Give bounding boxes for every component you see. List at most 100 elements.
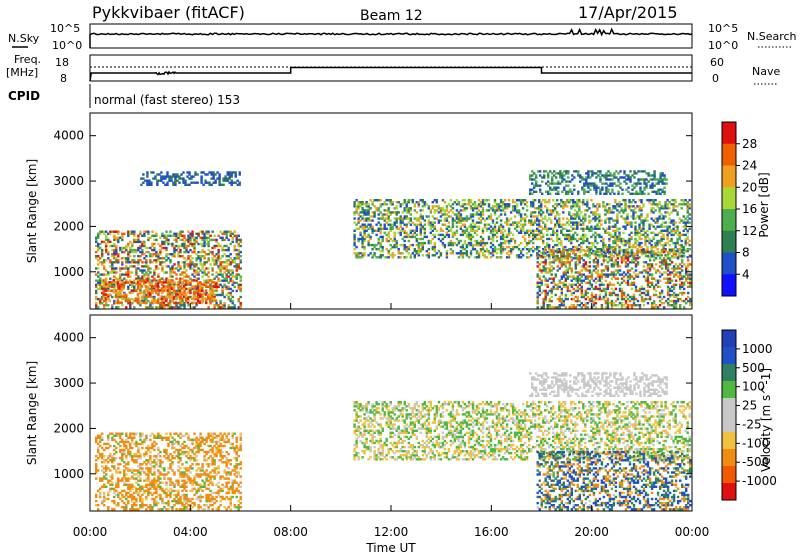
heatmap-cell bbox=[535, 176, 538, 179]
heatmap-cell bbox=[670, 304, 674, 307]
heatmap-cell bbox=[672, 203, 675, 206]
heatmap-cell bbox=[552, 250, 555, 254]
heatmap-cell bbox=[537, 170, 540, 173]
heatmap-cell bbox=[570, 250, 573, 253]
heatmap-cell bbox=[676, 233, 679, 237]
heatmap-cell bbox=[97, 275, 100, 278]
heatmap-cell bbox=[379, 225, 382, 228]
heatmap-cell bbox=[150, 291, 154, 294]
heatmap-cell bbox=[570, 304, 573, 307]
heatmap-cell bbox=[379, 254, 382, 257]
heatmap-cell bbox=[403, 231, 406, 234]
heatmap-cell bbox=[161, 277, 164, 280]
heatmap-cell bbox=[511, 205, 515, 208]
heatmap-cell bbox=[658, 285, 662, 288]
heatmap-cell bbox=[395, 201, 398, 204]
heatmap-cell bbox=[210, 291, 214, 294]
heatmap-cell bbox=[672, 304, 676, 307]
heatmap-cell bbox=[155, 238, 158, 242]
heatmap-cell bbox=[521, 217, 525, 220]
heatmap-cell bbox=[602, 237, 605, 241]
heatmap-cell bbox=[624, 295, 628, 299]
heatmap-cell bbox=[595, 188, 598, 191]
heatmap-cell bbox=[570, 205, 573, 208]
heatmap-cell bbox=[503, 203, 507, 206]
heatmap-cell bbox=[600, 275, 604, 278]
heatmap-cell bbox=[658, 265, 662, 268]
heatmap-cell bbox=[588, 269, 592, 272]
heatmap-cell bbox=[168, 287, 172, 290]
heatmap-cell bbox=[544, 245, 547, 249]
heatmap-cell bbox=[658, 271, 662, 274]
heatmap-cell bbox=[183, 291, 186, 295]
heatmap-cell bbox=[353, 237, 356, 241]
heatmap-cell bbox=[606, 245, 609, 249]
heatmap-cell bbox=[359, 233, 362, 237]
heatmap-cell bbox=[580, 248, 583, 252]
heatmap-cell bbox=[105, 246, 108, 250]
heatmap-cell bbox=[592, 259, 596, 262]
heatmap-cell bbox=[455, 199, 459, 202]
heatmap-cell bbox=[477, 225, 481, 228]
heatmap-cell bbox=[666, 289, 670, 293]
heatmap-cell bbox=[672, 287, 676, 291]
heatmap-cell bbox=[634, 265, 638, 268]
heatmap-cell bbox=[598, 213, 601, 216]
heatmap-cell bbox=[113, 287, 116, 291]
heatmap-cell bbox=[548, 199, 551, 202]
heatmap-cell bbox=[576, 285, 579, 288]
heatmap-cell bbox=[567, 172, 570, 175]
heatmap-cell bbox=[612, 248, 616, 252]
heatmap-cell bbox=[570, 217, 573, 220]
heatmap-cell bbox=[357, 207, 360, 210]
heatmap-cell bbox=[152, 289, 156, 292]
heatmap-cell bbox=[624, 217, 627, 220]
heatmap-cell bbox=[538, 211, 541, 214]
heatmap-cell bbox=[532, 250, 535, 253]
heatmap-cell bbox=[127, 255, 130, 258]
heatmap-cell bbox=[674, 255, 678, 258]
heatmap-cell bbox=[598, 205, 601, 208]
heatmap-cell bbox=[105, 277, 108, 280]
heatmap-cell bbox=[662, 245, 665, 249]
heatmap-cell bbox=[146, 281, 150, 284]
heatmap-cell bbox=[644, 219, 647, 222]
heatmap-cell bbox=[99, 246, 102, 250]
heatmap-cell bbox=[161, 257, 164, 260]
heatmap-cell bbox=[469, 215, 473, 218]
heatmap-cell bbox=[106, 285, 109, 288]
heatmap-cell bbox=[687, 273, 690, 276]
heatmap-cell bbox=[584, 263, 587, 266]
heatmap-cell bbox=[205, 230, 208, 233]
heatmap-cell bbox=[215, 244, 218, 248]
heatmap-cell bbox=[602, 241, 605, 245]
heatmap-cell bbox=[548, 237, 551, 241]
heatmap-cell bbox=[235, 263, 238, 266]
heatmap-cell bbox=[567, 190, 570, 193]
heatmap-cell bbox=[443, 213, 447, 216]
heatmap-cell bbox=[501, 250, 505, 253]
heatmap-cell bbox=[511, 233, 515, 237]
heatmap-cell bbox=[662, 225, 665, 228]
heatmap-cell bbox=[616, 304, 620, 307]
heatmap-cell bbox=[435, 201, 438, 204]
heatmap-cell bbox=[664, 229, 667, 232]
heatmap-cell bbox=[479, 211, 483, 214]
heatmap-cell bbox=[638, 215, 641, 218]
heatmap-cell bbox=[419, 233, 422, 237]
heatmap-cell bbox=[511, 245, 515, 249]
heatmap-cell bbox=[620, 281, 624, 284]
heatmap-cell bbox=[674, 263, 678, 266]
heatmap-cell bbox=[196, 299, 200, 302]
heatmap-cell bbox=[107, 283, 110, 286]
heatmap-cell bbox=[664, 248, 667, 251]
heatmap-cell bbox=[161, 234, 164, 237]
heatmap-cell bbox=[672, 229, 675, 232]
heatmap-cell bbox=[584, 269, 587, 272]
heatmap-cell bbox=[608, 227, 611, 230]
heatmap-cell bbox=[361, 235, 364, 239]
heatmap-cell bbox=[576, 295, 579, 299]
heatmap-cell bbox=[105, 304, 108, 307]
heatmap-cell bbox=[594, 295, 598, 299]
heatmap-cell bbox=[155, 250, 158, 254]
